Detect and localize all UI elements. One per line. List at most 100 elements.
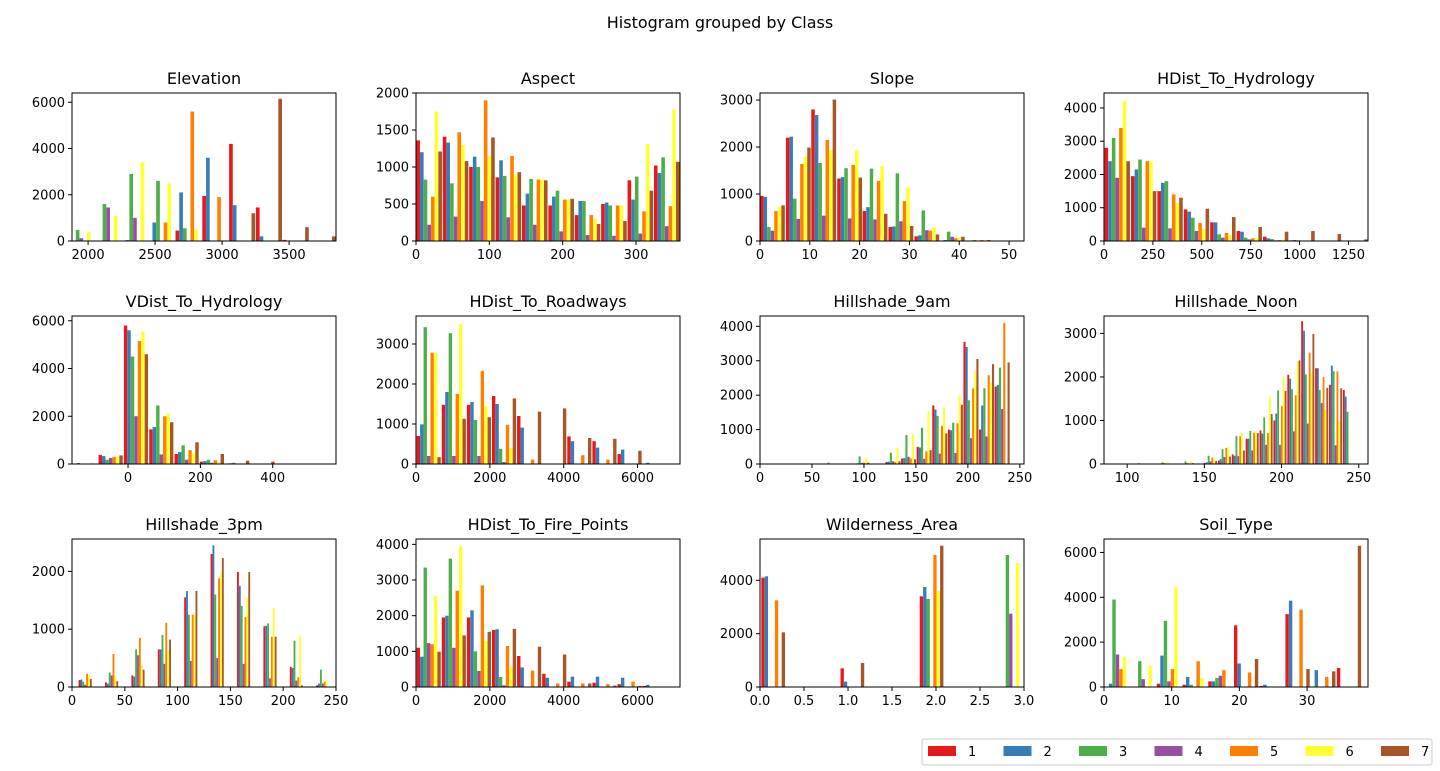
bar-class-7 [1215, 460, 1218, 464]
bar-class-5 [1225, 447, 1228, 464]
bar-class-5 [1253, 432, 1255, 464]
y-tick-label: 1000 [1064, 201, 1097, 216]
bar-class-4 [184, 459, 189, 464]
bar-class-5 [902, 201, 907, 241]
bar-class-6 [217, 462, 221, 464]
x-tick-label: 40 [951, 248, 968, 263]
y-tick-label: 2000 [1064, 168, 1097, 183]
x-tick-label: 0 [68, 694, 76, 709]
bar-class-4 [427, 456, 431, 464]
bar-class-7 [1298, 360, 1301, 464]
x-tick-label: 0 [756, 248, 764, 263]
bar-class-5 [297, 677, 300, 687]
bar-class-4 [532, 224, 537, 241]
legend-label: 1 [968, 745, 976, 760]
bar-class-6 [1213, 458, 1216, 464]
axes-frame [759, 315, 1025, 465]
bar-class-2 [950, 430, 953, 464]
y-tick-label: 4000 [376, 538, 409, 553]
bar-class-1 [466, 617, 471, 687]
subplot-hillshade-9am: Hillshade_9am 0 50 100 150 200 250 0 1000 2000 300… [720, 292, 1032, 486]
bar-class-7 [512, 398, 517, 464]
bar-class-1 [592, 682, 596, 687]
bar-class-7 [437, 457, 441, 464]
bar-class-3 [156, 405, 160, 464]
y-tick-label: 6000 [32, 96, 65, 111]
bar-class-1 [441, 617, 446, 687]
bar-class-2 [1344, 396, 1347, 464]
subplot-title: VDist_To_Hydrology [126, 292, 283, 312]
bar-class-3 [936, 415, 939, 464]
x-tick-label: 6000 [621, 471, 654, 486]
bar-class-3 [793, 198, 797, 241]
bar-class-3 [582, 201, 586, 241]
subplot-hillshade-3pm: Hillshade_3pm 0 50 100 150 200 250 0 1000 2000 [32, 515, 349, 709]
bar-class-4 [770, 230, 775, 241]
bar-class-2 [1263, 684, 1267, 687]
bar-class-7 [195, 591, 198, 687]
bar-class-3 [240, 606, 243, 687]
bar-class-7 [596, 223, 601, 241]
bar-class-7 [1179, 197, 1183, 241]
bar-class-1 [567, 436, 571, 464]
x-tick-label: 0 [1100, 248, 1108, 263]
bar-class-7 [301, 685, 303, 687]
bar-class-5 [138, 637, 141, 687]
bar-class-5 [987, 375, 990, 464]
bar-class-1 [567, 681, 571, 687]
x-tick-label: 0 [412, 248, 420, 263]
bar-class-3 [448, 333, 453, 464]
y-tick-label: 2000 [720, 141, 753, 156]
bar-class-1 [149, 429, 153, 464]
bar-class-2 [420, 656, 424, 687]
bar-class-1 [184, 597, 187, 687]
bar-class-2 [1211, 681, 1216, 687]
bar-class-1 [1182, 684, 1186, 687]
bar-class-6 [325, 680, 328, 687]
bar-class-6 [1310, 372, 1313, 464]
x-tick-label: 50 [804, 471, 821, 486]
bar-class-7 [1306, 669, 1310, 687]
bar-class-1 [901, 458, 904, 464]
bar-class-2 [520, 667, 524, 687]
bar-class-6 [1175, 202, 1180, 241]
bar-class-5 [163, 222, 168, 241]
bar-class-3 [182, 228, 187, 241]
bar-class-7 [278, 98, 282, 241]
bar-class-7 [929, 450, 932, 464]
bar-class-1 [1104, 147, 1109, 241]
bar-class-6 [115, 456, 120, 464]
y-tick-label: 2000 [32, 565, 65, 580]
bar-class-4 [638, 233, 643, 241]
bar-class-4 [84, 684, 87, 687]
x-tick-label: 3.0 [1014, 694, 1035, 709]
bar-class-3 [1207, 455, 1210, 464]
bar-class-3 [1111, 137, 1116, 241]
y-tick-label: 0 [745, 235, 753, 250]
bar-class-3 [634, 176, 639, 241]
x-tick-label: 2000 [473, 694, 506, 709]
x-tick-label: 3000 [206, 248, 239, 263]
bar-class-4 [1334, 445, 1337, 464]
bar-class-3 [135, 649, 138, 687]
bar-class-4 [860, 462, 863, 464]
bar-class-2 [445, 615, 449, 687]
x-tick-label: 250 [1140, 248, 1165, 263]
bar-class-1 [289, 666, 292, 687]
bar-class-7 [562, 654, 567, 687]
bar-class-7 [1332, 671, 1336, 687]
bar-class-7 [491, 137, 495, 241]
bar-class-1 [617, 454, 621, 464]
bar-class-6 [958, 395, 961, 464]
legend: 1 2 3 4 5 6 7 [921, 738, 1433, 766]
bar-class-7 [251, 213, 256, 241]
bar-class-2 [525, 193, 530, 241]
bar-class-5 [556, 683, 560, 687]
bar-class-7 [588, 438, 592, 464]
bars [416, 100, 680, 242]
bar-class-6 [619, 205, 624, 241]
x-tick-label: 50 [117, 694, 134, 709]
bar-class-5 [1299, 609, 1303, 687]
bar-class-4 [1251, 450, 1254, 464]
bar-class-2 [620, 677, 625, 687]
